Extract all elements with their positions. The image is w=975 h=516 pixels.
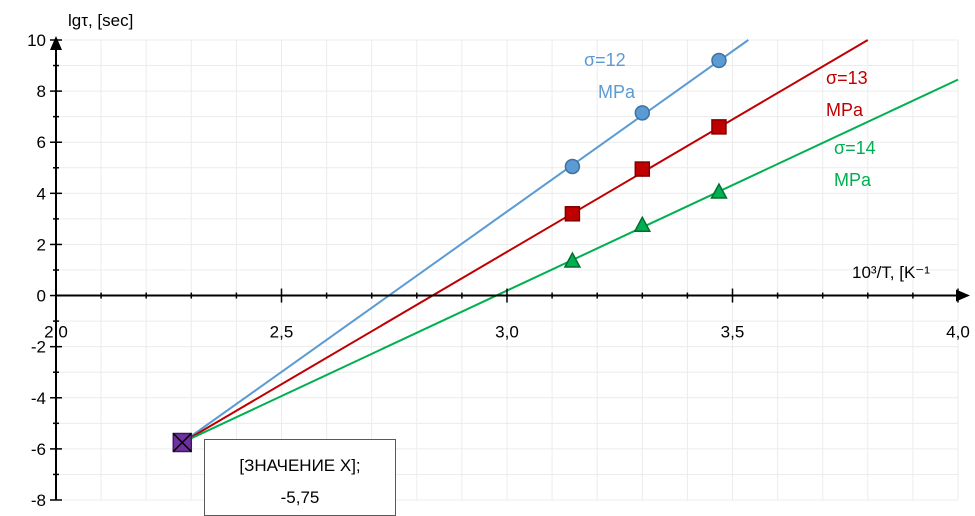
- x-tick-label: 3,5: [721, 323, 745, 342]
- trend-line: [181, 39, 869, 444]
- series-label-sigma-14: σ=14 MPa: [834, 138, 876, 190]
- callout-value: -5,75: [280, 488, 320, 507]
- chart-grid: [55, 39, 959, 501]
- x-axis-title: 10³/T, [K⁻¹: [852, 263, 930, 282]
- data-point-square: [711, 119, 727, 135]
- series-label-line1: σ=14: [834, 138, 876, 158]
- y-axis-arrow: [50, 36, 62, 50]
- y-tick-label: 4: [37, 184, 46, 203]
- x-tick-label: 3,0: [495, 323, 519, 342]
- series-label-sigma-13: σ=13 MPa: [826, 68, 868, 120]
- y-tick-label: 0: [37, 287, 46, 306]
- data-point-triangle: [563, 251, 582, 268]
- series-label-sigma-12: σ=12 MPa: [584, 50, 636, 102]
- y-tick-label: 10: [27, 31, 46, 50]
- data-point-triangle: [633, 215, 652, 233]
- data-point-square: [634, 161, 651, 177]
- series-label-line2: MPa: [826, 100, 864, 120]
- data-point-square: [564, 206, 581, 222]
- series-label-line1: σ=12: [584, 50, 626, 70]
- tick-labels: -8 -6 -4 -2 0 2 4 6 8 10 2,0 2,5 3,0 3,5 4,0: [27, 31, 970, 510]
- y-tick-label: -4: [31, 389, 46, 408]
- series-label-line1: σ=13: [826, 68, 868, 88]
- x-tick-label: 2,0: [44, 323, 68, 342]
- callout-line1: [ЗНАЧЕНИЕ X];: [239, 456, 361, 475]
- y-tick-label: -8: [31, 491, 46, 510]
- series-label-line2: MPa: [598, 82, 636, 102]
- trend-line: [181, 39, 749, 444]
- data-point-circle: [711, 52, 727, 69]
- data-markers: [563, 52, 728, 268]
- y-tick-label: -2: [31, 338, 46, 357]
- data-callout: [ЗНАЧЕНИЕ X]; -5,75: [204, 439, 396, 516]
- y-tick-label: 2: [37, 235, 46, 254]
- y-axis-title: lgτ, [sec]: [68, 11, 133, 30]
- series-label-line2: MPa: [834, 170, 872, 190]
- data-point-circle: [634, 105, 651, 121]
- x-axis-arrow: [956, 289, 970, 302]
- x-axis-title-text: 10³/T, [K⁻¹: [852, 263, 930, 282]
- data-point-triangle: [710, 182, 728, 199]
- y-tick-label: 8: [37, 82, 46, 101]
- intersection-cross: [172, 432, 192, 453]
- y-tick-label: 6: [37, 133, 46, 152]
- intersection-marker: [172, 432, 193, 453]
- y-tick-label: -6: [31, 440, 46, 459]
- x-tick-label: 4,0: [946, 323, 970, 342]
- axis-ticks: [50, 39, 959, 501]
- x-tick-label: 2,5: [270, 323, 294, 342]
- data-point-circle: [564, 158, 581, 175]
